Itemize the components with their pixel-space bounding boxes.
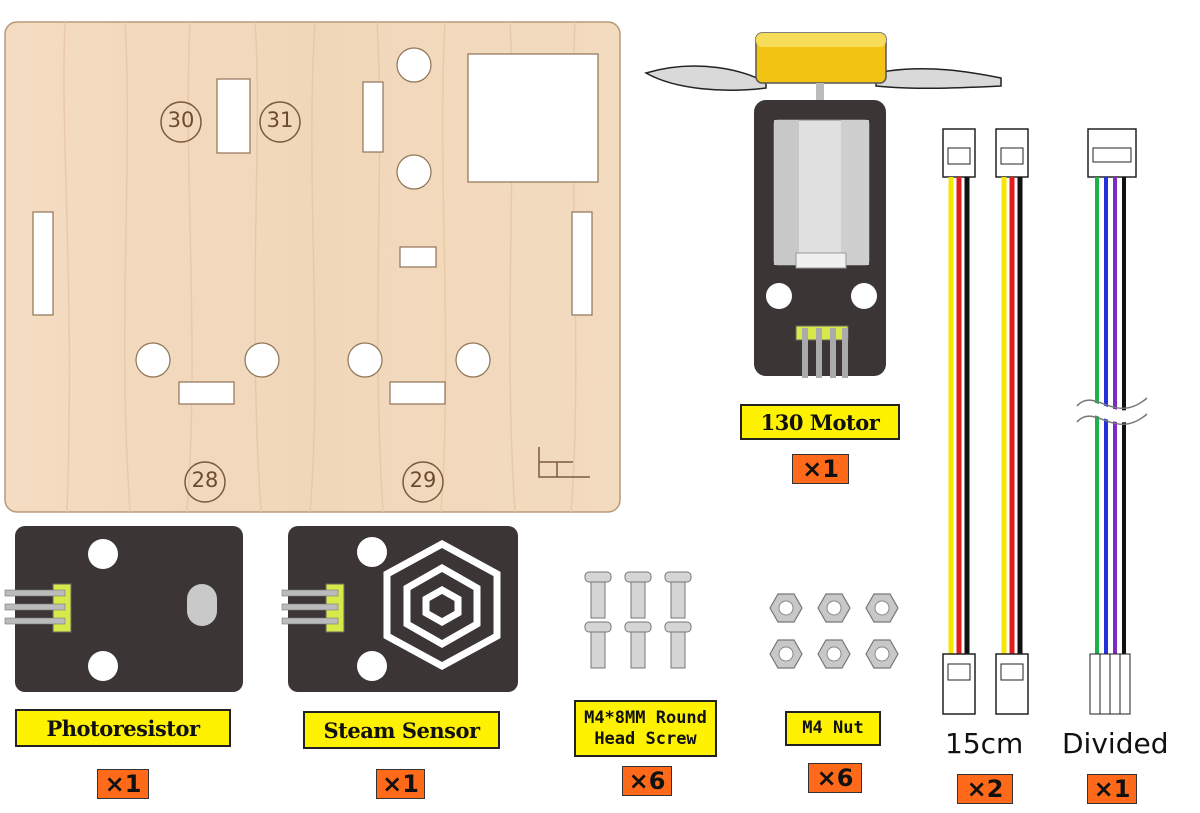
screw-label: M4*8MM Round Head Screw bbox=[574, 700, 717, 757]
cable-15cm-caption: 15cm bbox=[945, 727, 1024, 760]
nut-qty: ×6 bbox=[808, 763, 862, 793]
photoresistor-label: Photoresistor bbox=[15, 709, 231, 747]
nuts-illustration bbox=[769, 593, 899, 669]
motor-qty: ×1 bbox=[792, 454, 849, 484]
screws-illustration bbox=[584, 571, 692, 669]
steam-sensor-module bbox=[281, 526, 518, 692]
motor-label: 130 Motor bbox=[740, 404, 900, 440]
wooden-board-drawing bbox=[4, 21, 621, 513]
motor-illustration bbox=[644, 32, 1002, 378]
hole-number-28: 28 bbox=[191, 468, 219, 492]
photoresistor-module bbox=[4, 526, 243, 692]
cable-15cm-qty: ×2 bbox=[957, 774, 1013, 804]
hole-number-31: 31 bbox=[266, 108, 294, 132]
steam-sensor-label: Steam Sensor bbox=[303, 711, 500, 749]
screw-qty: ×6 bbox=[622, 766, 672, 796]
steam-sensor-qty: ×1 bbox=[376, 769, 425, 799]
nut-label: M4 Nut bbox=[785, 711, 881, 746]
hole-number-30: 30 bbox=[167, 108, 195, 132]
wooden-board: 30 31 28 29 bbox=[4, 21, 621, 513]
cable-divided-illustration bbox=[1072, 128, 1151, 715]
photoresistor-qty: ×1 bbox=[97, 769, 149, 799]
cable-divided-qty: ×1 bbox=[1087, 774, 1137, 804]
motor-module bbox=[636, 28, 1016, 388]
hole-number-29: 29 bbox=[409, 468, 437, 492]
cables-15cm-illustration bbox=[942, 128, 1029, 715]
cable-divided-caption: Divided bbox=[1062, 727, 1169, 760]
